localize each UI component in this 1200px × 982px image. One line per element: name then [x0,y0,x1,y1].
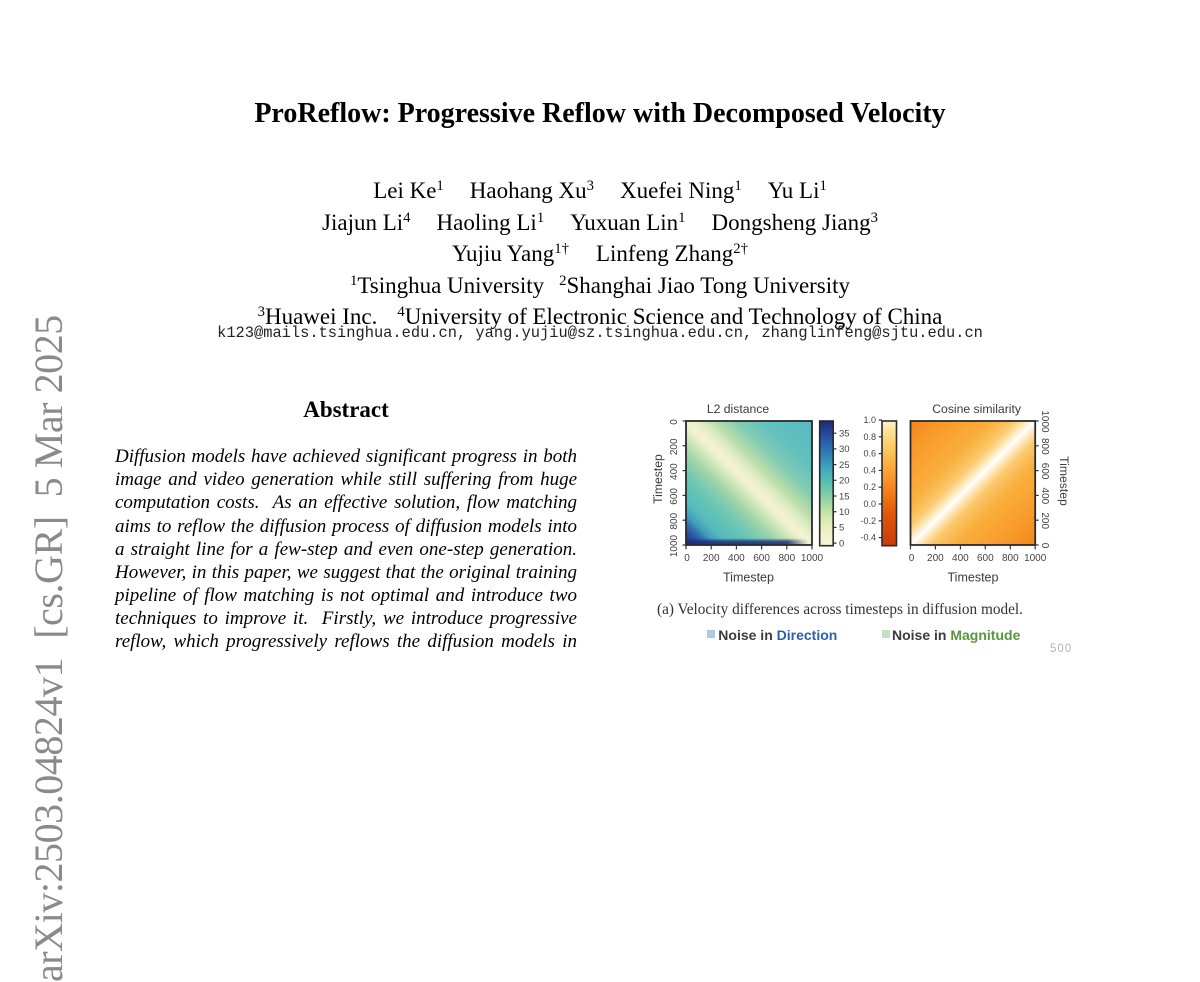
svg-text:0.0: 0.0 [863,499,876,509]
svg-text:0: 0 [669,419,680,425]
svg-text:400: 400 [952,553,969,564]
svg-text:600: 600 [1039,463,1050,480]
svg-text:15: 15 [839,491,850,502]
svg-text:Timestep: Timestep [723,571,774,585]
svg-text:800: 800 [778,553,795,564]
svg-text:Timestep: Timestep [948,571,999,585]
svg-text:25: 25 [839,460,850,471]
svg-text:200: 200 [703,553,720,564]
svg-text:1000: 1000 [801,553,824,564]
svg-text:1000: 1000 [1039,410,1050,433]
svg-text:400: 400 [1039,488,1050,505]
svg-text:Cosine similarity: Cosine similarity [932,402,1022,416]
svg-text:0.4: 0.4 [863,465,876,475]
svg-text:200: 200 [669,438,680,455]
svg-text:0: 0 [839,538,844,549]
svg-text:1000: 1000 [669,534,680,557]
svg-text:200: 200 [1039,512,1050,529]
svg-text:400: 400 [728,553,745,564]
svg-text:L2 distance: L2 distance [707,402,770,416]
svg-text:1.0: 1.0 [863,415,876,425]
svg-text:0: 0 [684,553,690,564]
svg-text:800: 800 [1002,553,1019,564]
svg-text:0: 0 [1039,543,1050,549]
svg-text:200: 200 [927,553,944,564]
svg-text:800: 800 [669,512,680,529]
svg-text:0.6: 0.6 [863,449,876,459]
svg-text:400: 400 [669,463,680,480]
svg-text:Timestep: Timestep [651,454,665,504]
svg-text:800: 800 [1039,438,1050,455]
svg-text:-0.2: -0.2 [860,516,876,526]
svg-text:10: 10 [839,507,850,518]
svg-text:0: 0 [909,553,915,564]
svg-text:30: 30 [839,444,850,455]
svg-text:0.2: 0.2 [863,482,876,492]
svg-text:35: 35 [839,429,850,440]
svg-text:Timestep: Timestep [1057,456,1071,506]
svg-text:600: 600 [753,553,770,564]
svg-text:600: 600 [669,488,680,505]
svg-text:20: 20 [839,476,850,487]
svg-text:0.8: 0.8 [863,432,876,442]
svg-text:600: 600 [977,553,994,564]
svg-text:1000: 1000 [1024,553,1047,564]
svg-text:-0.4: -0.4 [860,533,876,543]
svg-text:5: 5 [839,523,844,534]
